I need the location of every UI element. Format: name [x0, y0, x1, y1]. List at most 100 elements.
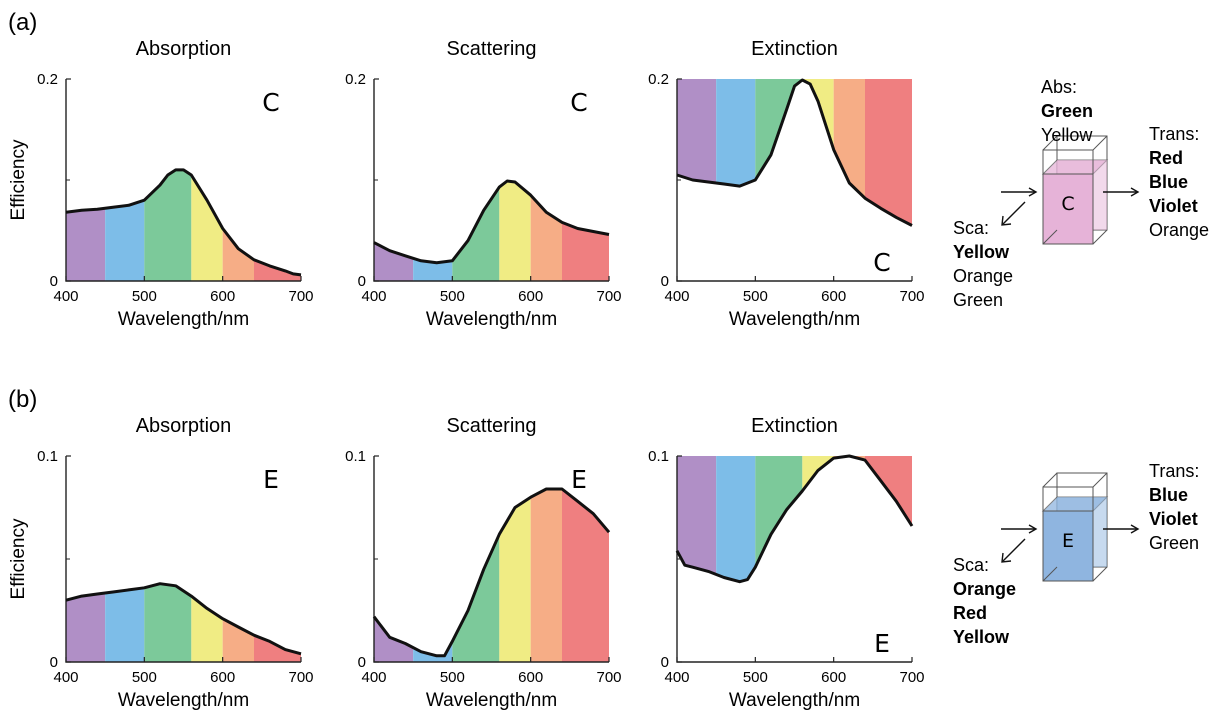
- x-tick-label: 700: [596, 288, 621, 305]
- x-tick-label: 700: [288, 669, 313, 686]
- chart-panel: 400 500 600 700 0 0.2 Scattering Wavelength/nm C: [345, 38, 621, 330]
- x-tick-label: 600: [518, 288, 543, 305]
- color-band-violet: [374, 489, 414, 662]
- color-band-orange: [833, 456, 865, 582]
- sca-title: Sca:: [953, 218, 989, 238]
- color-band-blue: [413, 181, 453, 281]
- abs-title: Abs:: [1041, 77, 1077, 97]
- data-line: [65, 582, 302, 656]
- sca-color-item: Yellow: [953, 242, 1010, 262]
- trans-color-item: Orange: [1149, 220, 1209, 240]
- chart-panel: 400 500 600 700 0 0.2 Extinction Wavelength/nm C: [648, 38, 924, 330]
- color-band-yellow: [499, 181, 531, 281]
- y-tick-label: 0.2: [648, 71, 669, 88]
- scattered-arrow: [1002, 538, 1026, 562]
- y-axis-label: Efficiency: [8, 518, 29, 599]
- x-tick-label: 400: [361, 288, 386, 305]
- x-tick-label: 700: [288, 288, 313, 305]
- color-band-violet: [66, 169, 106, 281]
- data-line: [675, 454, 914, 584]
- trans-color-item: Violet: [1149, 509, 1198, 529]
- x-axis-label: Wavelength/nm: [118, 309, 249, 330]
- color-band-blue: [413, 489, 453, 662]
- trans-color-item: Violet: [1149, 196, 1198, 216]
- y-tick-label: 0.2: [345, 71, 366, 88]
- color-band-violet: [66, 583, 106, 662]
- color-band-red: [865, 79, 912, 226]
- y-axis-label: Efficiency: [8, 139, 29, 220]
- abs-color-item: Yellow: [1041, 125, 1093, 145]
- x-tick-label: 500: [132, 669, 157, 686]
- color-band-yellow: [802, 79, 834, 226]
- particle-letter: C: [873, 248, 890, 277]
- color-band-green: [144, 169, 192, 281]
- scattered-arrow: [1002, 201, 1026, 225]
- color-band-orange: [530, 489, 562, 662]
- color-band-green: [452, 489, 500, 662]
- x-tick-label: 600: [210, 288, 235, 305]
- x-tick-label: 600: [518, 669, 543, 686]
- trans-title: Trans:: [1149, 124, 1199, 144]
- y-tick-label: 0: [358, 654, 366, 671]
- y-tick-label: 0.1: [345, 448, 366, 465]
- x-axis-label: Wavelength/nm: [729, 309, 860, 330]
- particle-letter: C: [570, 88, 587, 117]
- data-line: [65, 168, 302, 277]
- panel-label: (b): [8, 386, 37, 413]
- y-tick-label: 0.2: [37, 71, 58, 88]
- trans-color-item: Red: [1149, 148, 1183, 168]
- trans-color-item: Blue: [1149, 485, 1188, 505]
- color-band-blue: [716, 456, 756, 582]
- y-tick-label: 0.1: [37, 448, 58, 465]
- y-tick-label: 0: [661, 654, 669, 671]
- cuvette-schematic: E Trans: Blue Violet Green Sca: Orange Red Yello…: [953, 461, 1199, 647]
- y-tick-label: 0: [661, 273, 669, 290]
- color-band-yellow: [499, 489, 531, 662]
- chart-title: Absorption: [136, 38, 232, 60]
- x-tick-label: 700: [899, 288, 924, 305]
- x-tick-label: 500: [440, 288, 465, 305]
- cuvette-letter: E: [1062, 530, 1074, 552]
- sca-color-item: Red: [953, 603, 987, 623]
- panel-label: (a): [8, 9, 37, 36]
- color-band-green: [755, 79, 803, 226]
- cuvette-box: [1042, 486, 1094, 582]
- particle-letter: E: [263, 465, 279, 494]
- data-line: [373, 179, 610, 265]
- particle-letter: E: [874, 629, 890, 658]
- x-tick-label: 400: [664, 288, 689, 305]
- color-band-orange: [530, 181, 562, 281]
- trans-color-item: Green: [1149, 533, 1199, 553]
- y-tick-label: 0: [50, 273, 58, 290]
- sca-color-item: Yellow: [953, 627, 1010, 647]
- trans-title: Trans:: [1149, 461, 1199, 481]
- chart-panel: 400 500 600 700 0 0.2 Absorption Wavelength/nm C: [37, 38, 313, 330]
- sca-color-item: Orange: [953, 579, 1016, 599]
- chart-title: Scattering: [446, 38, 536, 60]
- x-tick-label: 600: [210, 669, 235, 686]
- chart-title: Extinction: [751, 38, 838, 60]
- y-tick-label: 0: [358, 273, 366, 290]
- sca-title: Sca:: [953, 555, 989, 575]
- x-tick-label: 500: [440, 669, 465, 686]
- trans-color-item: Blue: [1149, 172, 1188, 192]
- cuvette-box: [1042, 149, 1094, 245]
- color-band-blue: [105, 583, 145, 662]
- x-tick-label: 400: [361, 669, 386, 686]
- x-axis-label: Wavelength/nm: [426, 690, 557, 711]
- data-line: [372, 487, 611, 658]
- chart-title: Absorption: [136, 415, 232, 437]
- chart-title: Scattering: [446, 415, 536, 437]
- chart-panel: 400 500 600 700 0 0.1 Extinction Wavelength/nm E: [648, 415, 924, 711]
- chart-panel: 400 500 600 700 0 0.1 Scattering Wavelength/nm E: [345, 415, 621, 711]
- chart-panel: 400 500 600 700 0 0.1 Absorption Wavelength/nm E: [37, 415, 313, 711]
- cuvette-schematic: C Abs: Green Yellow Trans: Red Blue Violet Orang…: [953, 77, 1209, 310]
- x-tick-label: 600: [821, 669, 846, 686]
- x-tick-label: 500: [743, 669, 768, 686]
- color-band-green: [755, 456, 803, 582]
- sca-color-item: Green: [953, 290, 1003, 310]
- x-tick-label: 700: [596, 669, 621, 686]
- chart-title: Extinction: [751, 415, 838, 437]
- data-line: [676, 78, 913, 227]
